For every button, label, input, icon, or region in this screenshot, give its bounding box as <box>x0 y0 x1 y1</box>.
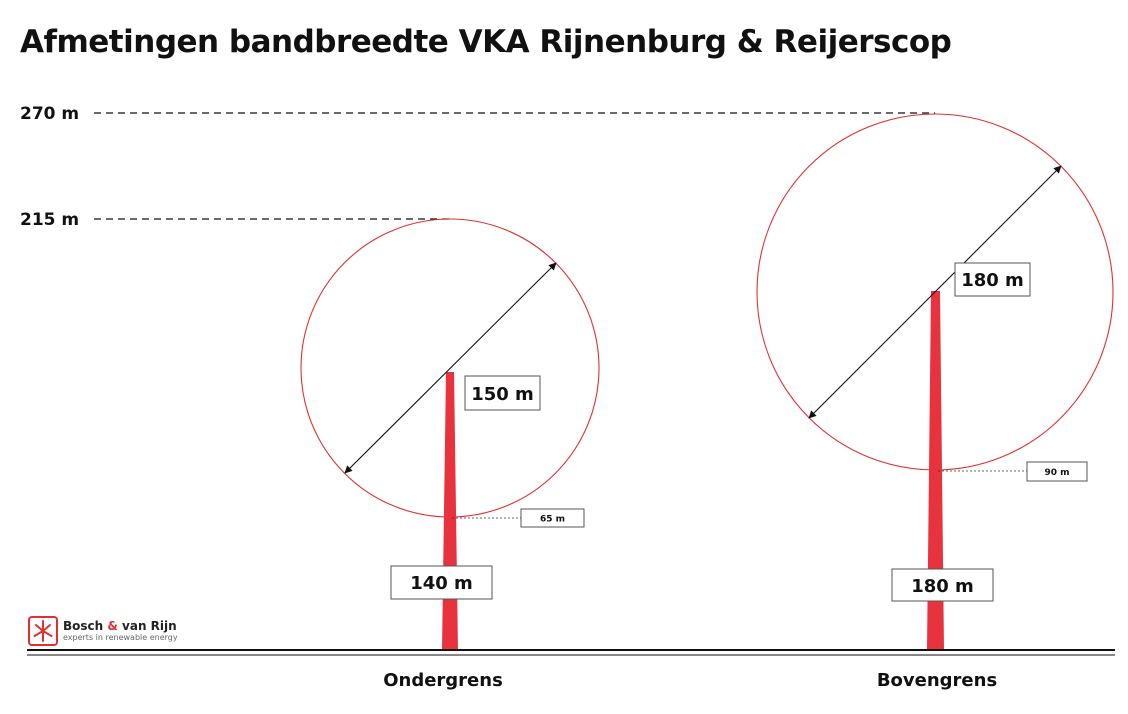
reference-line-215: 215 m <box>20 210 452 230</box>
ground-line <box>27 649 1115 656</box>
rotor-diameter-arrow-bovengrens <box>808 165 1062 419</box>
tip-clearance-label-ondergrens: 65 m <box>520 508 585 528</box>
svg-text:65 m: 65 m <box>540 515 565 525</box>
hub-height-label-ondergrens: 140 m <box>390 565 493 600</box>
rotor-diameter-label-ondergrens: 150 m <box>464 375 541 411</box>
svg-text:90 m: 90 m <box>1044 468 1069 478</box>
svg-text:180 m: 180 m <box>961 270 1024 291</box>
reference-label-215: 215 m <box>20 210 79 230</box>
svg-text:180 m: 180 m <box>911 576 974 597</box>
reference-label-270: 270 m <box>20 104 79 124</box>
company-logo: Bosch & van Rijn experts in renewable en… <box>28 614 178 648</box>
tip-clearance-label-bovengrens: 90 m <box>1026 461 1088 482</box>
turbine-bovengrens: 180 m 90 m 180 m Bovengrens <box>756 113 1114 691</box>
turbine-name-ondergrens: Ondergrens <box>383 670 503 691</box>
tower-ondergrens <box>442 372 458 650</box>
svg-text:140 m: 140 m <box>410 573 473 594</box>
rotor-diameter-label-bovengrens: 180 m <box>954 262 1031 297</box>
logo-name: Bosch & van Rijn <box>63 619 177 633</box>
reference-line-270: 270 m <box>20 104 935 124</box>
hub-height-label-bovengrens: 180 m <box>891 568 994 602</box>
rotor-diameter-arrow-ondergrens <box>344 262 557 474</box>
turbine-ondergrens: 150 m 65 m 140 m Ondergrens <box>300 218 600 691</box>
page-title: Afmetingen bandbreedte VKA Rijnenburg & … <box>20 24 952 60</box>
svg-text:150 m: 150 m <box>471 384 534 405</box>
wind-star-icon <box>28 616 58 646</box>
logo-tagline: experts in renewable energy <box>63 633 178 642</box>
turbine-name-bovengrens: Bovengrens <box>877 670 997 691</box>
